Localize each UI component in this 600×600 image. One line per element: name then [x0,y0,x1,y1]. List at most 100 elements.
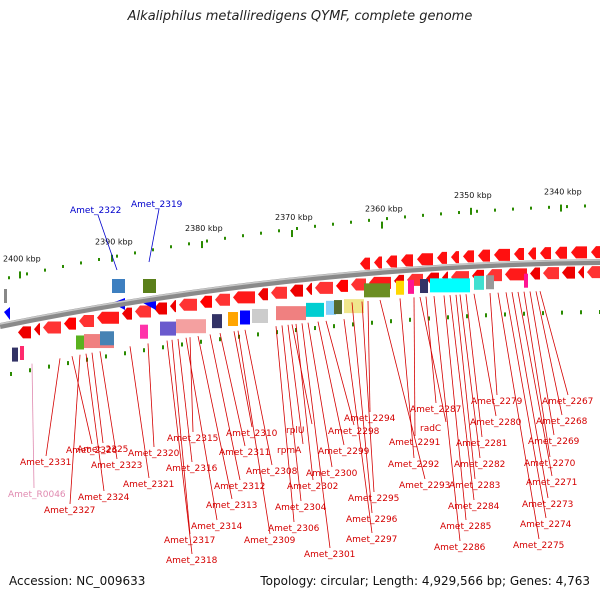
ruler-minor-tick [260,231,262,235]
ruler-label: 2340 kbp [544,188,582,197]
ruler-minor-tick [368,218,370,222]
ruler-minor-tick [80,261,82,265]
gene-arrow [170,300,176,313]
gene-label-leader [147,343,155,448]
lower-tick [447,315,449,320]
lower-tick [466,314,468,319]
gene-label: Amet_2282 [454,460,505,470]
gene-label-leader [459,294,481,459]
gene-label-leader [473,293,497,417]
gene-arrow [97,311,119,324]
lower-tick [580,310,582,315]
ruler-minor-tick [530,206,532,210]
gene-label: Amet_2279 [471,397,523,407]
lower-tick [352,322,354,327]
gene-label-leader [31,363,35,489]
gene-arrow [34,323,40,336]
ruler-minor-tick [494,208,496,212]
ruler-label: 2350 kbp [454,191,492,200]
ruler-minor-tick [152,248,154,252]
ruler-minor-tick [26,272,28,276]
feature-block [396,280,404,295]
feature-block [140,324,148,339]
gene-label-leader [497,292,540,540]
gene-label: Amet_2281 [456,439,507,449]
ruler-minor-tick [98,257,100,261]
ruler-layer: 2400 kbp 2390 kbp 2380 kbp 2370 kbp 2360 kbp… [3,188,582,264]
ruler-minor-tick [242,234,244,238]
gene-arrow [562,266,575,279]
gene-arrow [505,268,527,281]
gene-label: Amet_2287 [410,405,461,415]
gene-label-leader [219,332,246,447]
gene-arrow [43,321,61,334]
gene-label: Amet_2291 [389,438,440,448]
ruler-major-tick [560,204,562,212]
ruler-minor-tick [8,276,10,280]
gene-arrow-upper [360,257,370,270]
ruler-label: 2370 kbp [275,213,313,222]
feature-block [252,308,268,323]
gene-label: Amet_R0046 [8,490,66,500]
lower-tick [143,348,145,353]
top-label-leader [97,214,118,271]
gene-label-leader [129,346,150,479]
gene-arrow [215,293,230,306]
ruler-label: 2360 kbp [365,205,403,214]
feature-block [276,306,306,321]
gene-label-leader [433,296,461,542]
gene-label-leader [419,296,447,423]
gene-label: Amet_2311 [219,448,270,458]
ruler-label: 2390 kbp [95,238,133,247]
gene-label-leader [185,337,218,521]
gene-label-leader [517,291,553,477]
gene-label: Amet_2301 [304,550,355,560]
gene-label: Amet_2294 [344,414,396,424]
gene-label-leader [399,298,415,459]
gene-arrow-upper [591,246,600,259]
lower-tick [371,320,373,325]
gene-label-leader [71,356,93,445]
gene-arrow [578,266,584,279]
feature-block [306,302,324,317]
gene-arrow-upper [401,254,413,267]
gene-label: Amet_2297 [346,535,397,545]
gene-layer [4,246,600,362]
gene-label-leader [287,324,304,445]
gene-label: rpmA [277,446,302,456]
gene-label-leader [413,297,416,437]
gene-label: Amet_2309 [244,536,296,546]
gene-arrow-upper [478,249,490,262]
gene-label-leader [511,292,549,499]
gene-label-leader [535,291,563,416]
lower-tick [29,368,31,373]
gene-label-leader [244,329,273,466]
gene-arrow-upper [386,255,397,268]
gene-label: Amet_2286 [434,543,486,553]
gene-label: Amet_2268 [536,417,588,427]
feature-block [334,300,342,315]
lower-tick [523,311,525,316]
gene-label: Amet_2315 [167,434,218,444]
gene-label: Amet_2324 [78,493,130,503]
ruler-minor-tick [206,239,208,243]
gene-label: Amet_2292 [388,460,439,470]
gene-label: Amet_2304 [275,503,327,513]
gene-label: rplU [286,426,305,436]
gene-label-leader [99,351,118,460]
gene-label: Amet_2283 [449,481,500,491]
lower-tick [314,326,316,331]
gene-label-leader [489,293,498,396]
genome-backbone-highlight [0,259,600,325]
gene-arrow-upper [555,246,567,259]
gene-label-leader [425,296,437,404]
ruler-minor-tick [386,217,388,221]
gene-arrow-upper [437,251,447,264]
ruler-minor-tick [584,204,586,208]
gene-label-leader [197,335,233,500]
gene-arrow-upper [571,246,587,259]
gene-label: Amet_2317 [164,536,215,546]
feature-block [160,321,176,336]
gene-label-leader [539,291,569,396]
lower-tick [504,312,506,317]
